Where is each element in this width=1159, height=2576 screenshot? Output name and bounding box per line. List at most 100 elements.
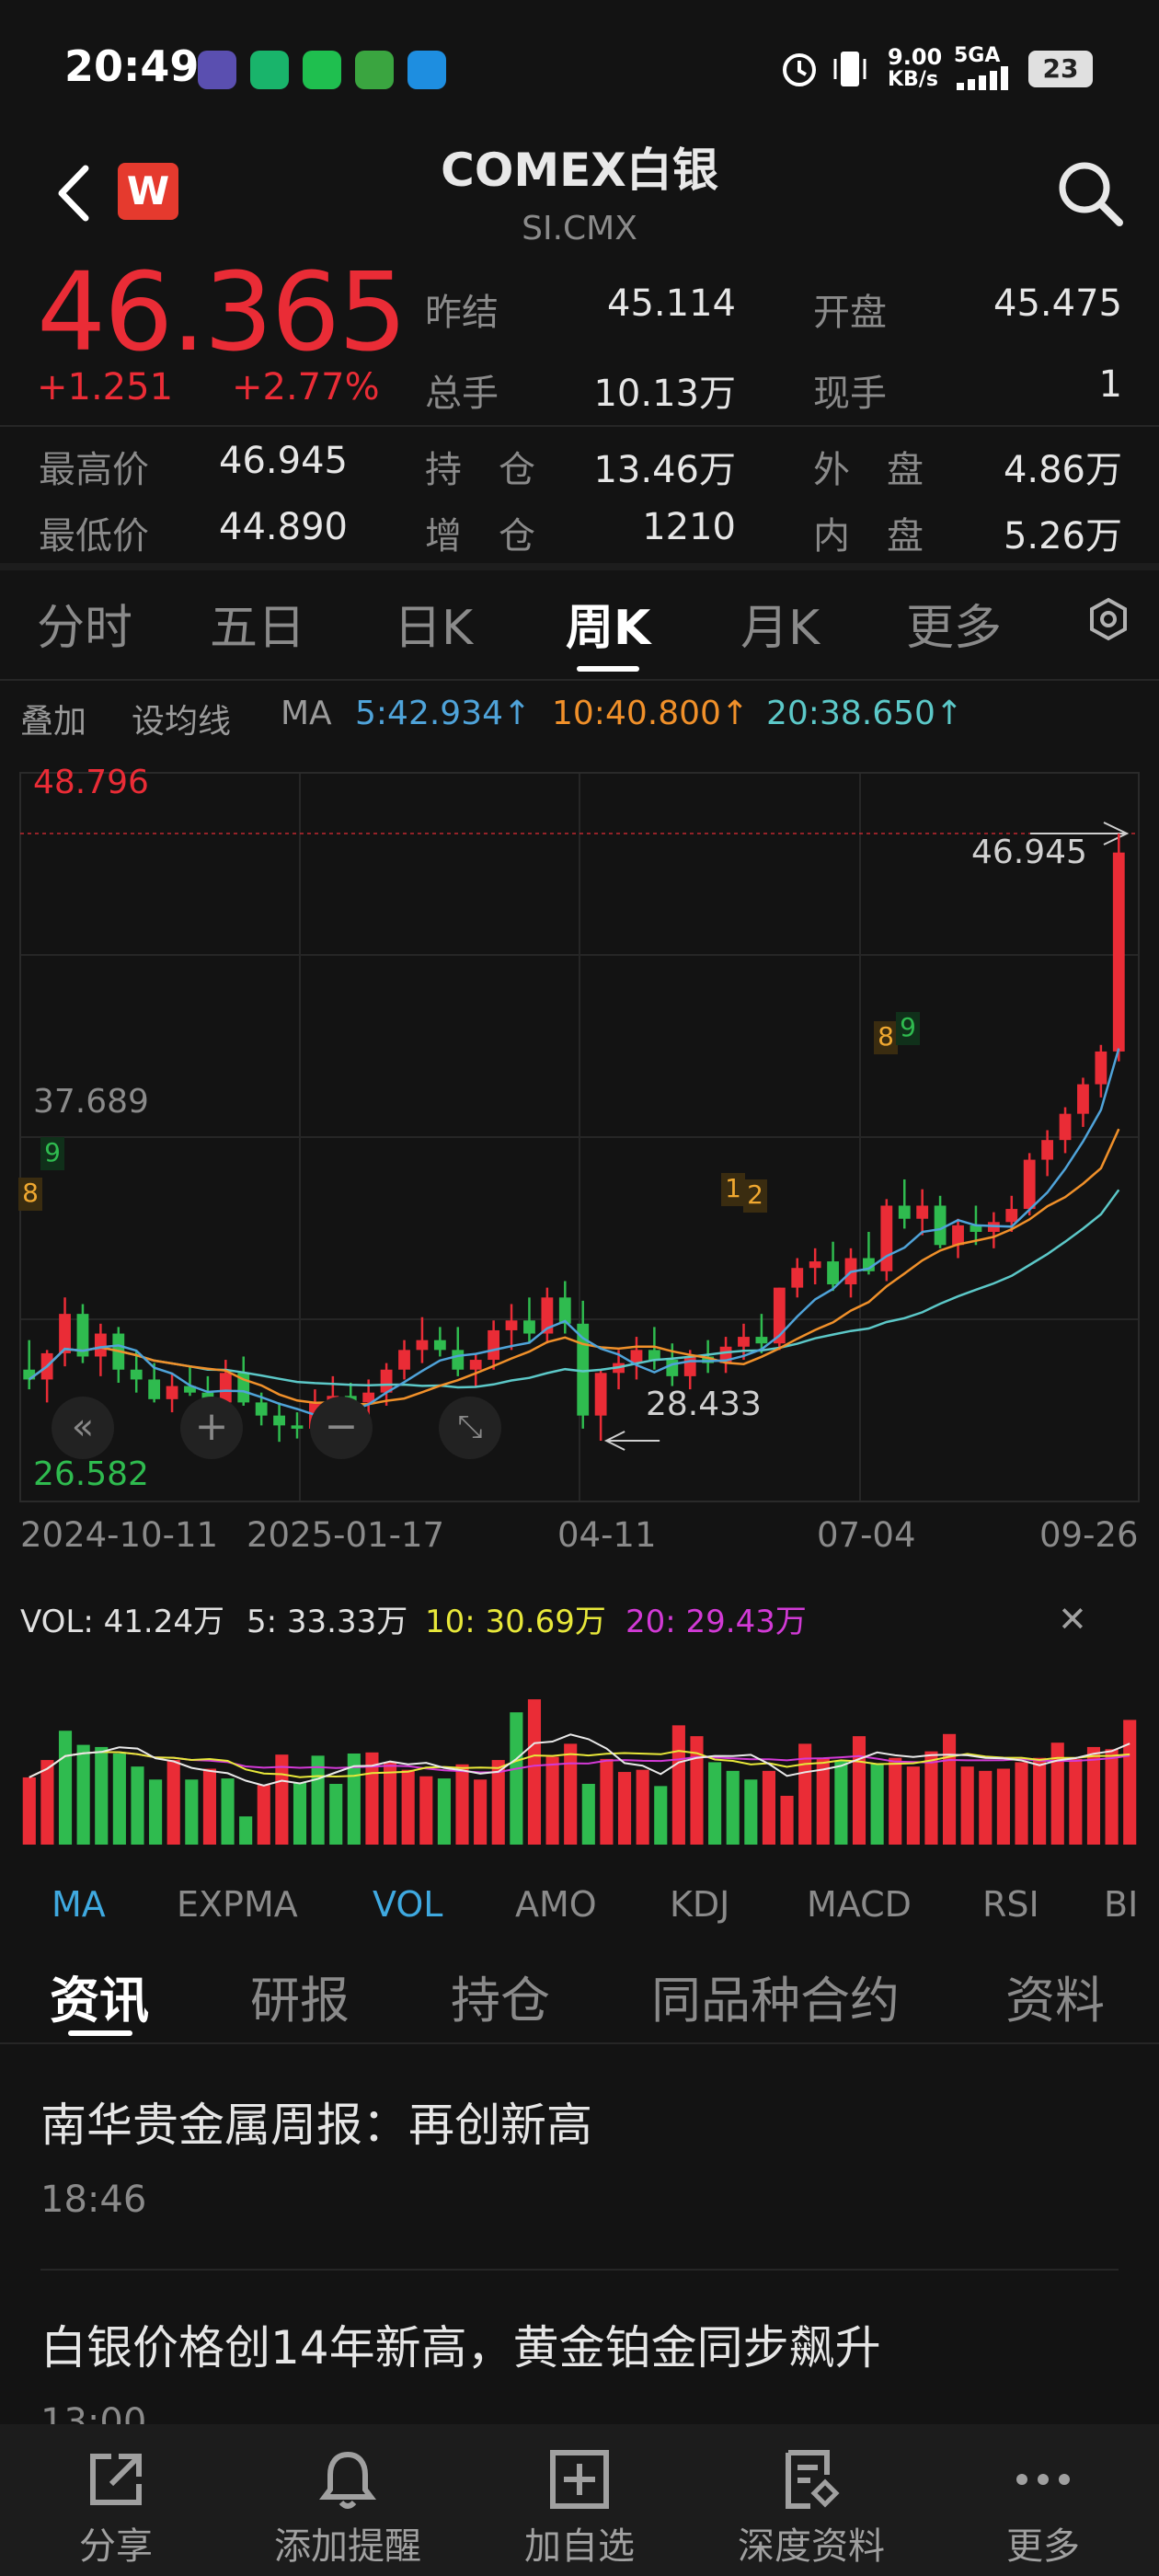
tab-five-day[interactable]: 五日 bbox=[210, 601, 306, 656]
x-axis-label: 2024-10-11 bbox=[20, 1515, 219, 1555]
indicator-tab-macd[interactable]: MACD bbox=[807, 1884, 912, 1925]
tab-profile[interactable]: 资料 bbox=[1005, 1972, 1105, 2030]
tab-more[interactable]: 更多 bbox=[906, 601, 1003, 656]
candle bbox=[683, 1356, 696, 1376]
volume-bar bbox=[924, 1751, 938, 1845]
app-logo: W bbox=[118, 163, 178, 220]
candle bbox=[380, 1369, 393, 1393]
more-button[interactable]: 更多 bbox=[927, 2424, 1159, 2576]
chart-frame bbox=[19, 772, 1140, 1502]
share-button[interactable]: 分享 bbox=[0, 2424, 232, 2576]
bird-app-icon bbox=[407, 51, 446, 89]
volume-bar bbox=[221, 1778, 235, 1845]
candle bbox=[398, 1350, 410, 1370]
share-icon bbox=[90, 2454, 142, 2505]
indicator-tab-rsi[interactable]: RSI bbox=[982, 1884, 1039, 1925]
deep-data-button[interactable]: 深度资料 bbox=[695, 2424, 927, 2576]
volume-bar bbox=[419, 1776, 433, 1845]
candle bbox=[273, 1415, 285, 1426]
indicator-tab-kdj[interactable]: KDJ bbox=[670, 1884, 730, 1925]
volume-bar bbox=[1015, 1762, 1028, 1845]
candle bbox=[362, 1392, 375, 1403]
news-item[interactable]: 白银价格创14年新高，黄金铂金同步飙升 13:00 bbox=[0, 2272, 1159, 2424]
tab-positions[interactable]: 持仓 bbox=[451, 1972, 550, 2030]
volume-label: 总手 bbox=[425, 373, 499, 415]
tab-weekly-k[interactable]: 周K bbox=[566, 601, 651, 656]
tab-monthly-k[interactable]: 月K bbox=[740, 601, 820, 656]
volume-bar bbox=[780, 1795, 794, 1845]
tab-research[interactable]: 研报 bbox=[250, 1972, 350, 2030]
document-icon bbox=[786, 2450, 840, 2509]
candlestick-chart[interactable] bbox=[0, 745, 1159, 1555]
active-tab-indicator bbox=[68, 2030, 132, 2036]
set-ma-button[interactable]: 设均线 bbox=[132, 703, 232, 741]
wechat-icon bbox=[303, 51, 341, 89]
volume-bar bbox=[744, 1779, 758, 1845]
volume-bar bbox=[257, 1785, 270, 1845]
candle bbox=[773, 1287, 786, 1344]
add-watchlist-button[interactable]: 加自选 bbox=[464, 2424, 695, 2576]
current-hand-label: 现手 bbox=[813, 373, 887, 415]
tab-news[interactable]: 资讯 bbox=[50, 1972, 149, 2030]
candle bbox=[1023, 1159, 1036, 1210]
candle bbox=[558, 1297, 571, 1324]
volume-bar bbox=[384, 1762, 397, 1845]
collapse-chart-button[interactable]: « bbox=[52, 1397, 114, 1459]
high-marker-arrow bbox=[1030, 822, 1130, 845]
indicator-tab-ma[interactable]: MA bbox=[52, 1884, 106, 1925]
volume-bar bbox=[365, 1752, 379, 1845]
volume-chart bbox=[22, 1699, 1137, 1845]
back-icon[interactable] bbox=[51, 161, 97, 225]
tab-intraday[interactable]: 分时 bbox=[37, 601, 133, 656]
search-icon[interactable] bbox=[1053, 156, 1127, 230]
battery-icon: 23 bbox=[1028, 51, 1093, 87]
ma5-value: 5:42.934↑ bbox=[355, 695, 532, 732]
divider bbox=[40, 2269, 1119, 2271]
volume-bar bbox=[726, 1770, 740, 1845]
volume-bar bbox=[202, 1768, 216, 1845]
overlay-button[interactable]: 叠加 bbox=[20, 703, 87, 741]
volume-bar bbox=[76, 1744, 90, 1845]
volume-bar bbox=[979, 1770, 993, 1845]
volume-bar bbox=[112, 1754, 126, 1845]
close-icon[interactable]: ✕ bbox=[1058, 1599, 1087, 1639]
price-change: +1.251 bbox=[37, 366, 174, 408]
divider bbox=[0, 425, 1159, 427]
news-title: 白银价格创14年新高，黄金铂金同步飙升 bbox=[40, 2321, 881, 2375]
signal-marker: 8 bbox=[874, 1021, 898, 1054]
candle bbox=[130, 1369, 143, 1380]
news-item[interactable]: 南华贵金属周报：再创新高 18:46 bbox=[0, 2050, 1159, 2271]
zoom-in-button[interactable]: + bbox=[180, 1397, 243, 1459]
divider bbox=[0, 563, 1159, 570]
low-marker-arrow bbox=[603, 1431, 660, 1451]
volume-bar bbox=[943, 1733, 957, 1845]
candle bbox=[630, 1350, 643, 1363]
settings-icon[interactable] bbox=[1085, 596, 1131, 642]
candle bbox=[541, 1297, 554, 1334]
tab-daily-k[interactable]: 日K bbox=[394, 601, 474, 656]
volume-bar bbox=[510, 1712, 523, 1845]
indicator-tab-amo[interactable]: AMO bbox=[515, 1884, 597, 1925]
candle bbox=[1059, 1113, 1072, 1141]
fullscreen-button[interactable]: ⤡ bbox=[439, 1397, 501, 1459]
share-label: 分享 bbox=[79, 2525, 153, 2568]
indicator-tab-vol[interactable]: VOL bbox=[373, 1884, 443, 1925]
more-label: 更多 bbox=[1006, 2525, 1080, 2568]
indicator-tab-expma[interactable]: EXPMA bbox=[177, 1884, 298, 1925]
volume-value: 10.13万 bbox=[593, 373, 736, 415]
ma10-line bbox=[28, 1128, 1120, 1406]
volume-bar bbox=[1069, 1758, 1083, 1845]
add-alert-button[interactable]: 添加提醒 bbox=[232, 2424, 464, 2576]
indicator-tab-more[interactable]: BI bbox=[1104, 1884, 1139, 1925]
low-price-marker: 28.433 bbox=[646, 1386, 762, 1423]
add-watchlist-label: 加自选 bbox=[524, 2525, 635, 2568]
volume-bar bbox=[671, 1725, 685, 1845]
network-type: 5GA bbox=[954, 44, 1001, 67]
vol-ma5: 5: 33.33万 bbox=[247, 1604, 408, 1640]
zoom-out-button[interactable]: − bbox=[310, 1397, 373, 1459]
candle bbox=[934, 1205, 947, 1246]
tab-same-contracts[interactable]: 同品种合约 bbox=[651, 1972, 900, 2030]
volume-bar bbox=[1086, 1746, 1101, 1845]
candle bbox=[94, 1333, 107, 1357]
volume-bar bbox=[131, 1766, 144, 1845]
